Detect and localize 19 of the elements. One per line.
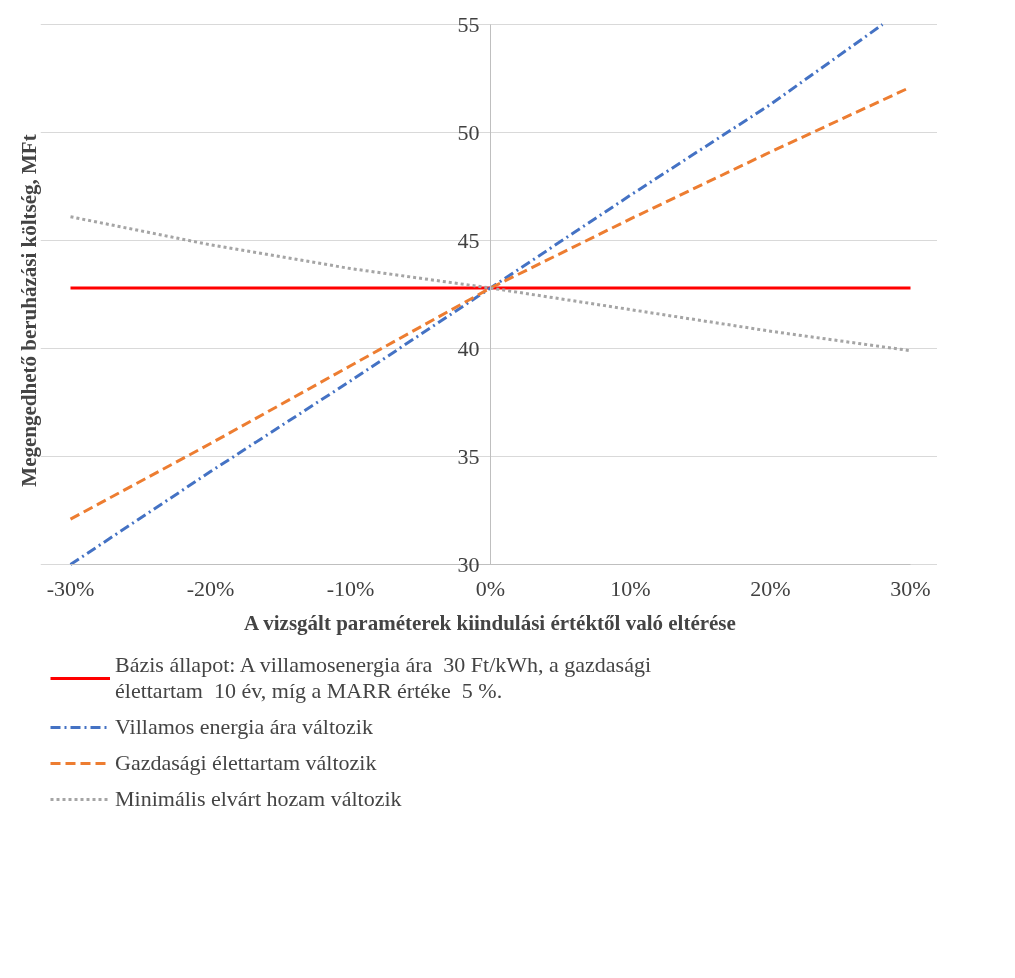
- x-tick-label: -10%: [326, 575, 375, 601]
- y-tick-label: 40: [457, 335, 480, 361]
- y-tick-label: 50: [457, 119, 480, 145]
- y-axis-title: Megengedhető beruházási költség, MFt: [16, 134, 41, 487]
- x-tick-label: -20%: [186, 575, 235, 601]
- x-axis-title: A vizsgált paraméterek kiindulási értéktől való eltérése: [243, 610, 736, 635]
- y-tick-label: 55: [457, 11, 480, 37]
- y-tick-label: 45: [457, 227, 480, 253]
- x-tick-label: 10%: [610, 575, 651, 601]
- x-tick-label: -30%: [46, 575, 95, 601]
- legend-label: Bázis állapot: A villamosenergia ára 30 Ft/kWh, a gazdasági élettartam 10 év, míg a MARR értéke 5 %.: [115, 652, 652, 704]
- x-tick-label: 0%: [475, 575, 506, 601]
- legend-label: Gazdasági élettartam változik: [115, 750, 377, 776]
- legend-label: Villamos energia ára változik: [115, 714, 373, 740]
- x-tick-label: 20%: [750, 575, 791, 601]
- y-tick-label: 30: [457, 551, 480, 577]
- legend-label: Minimális elvárt hozam változik: [115, 786, 402, 812]
- x-tick-label: 30%: [890, 575, 931, 601]
- y-tick-label: 35: [457, 443, 480, 469]
